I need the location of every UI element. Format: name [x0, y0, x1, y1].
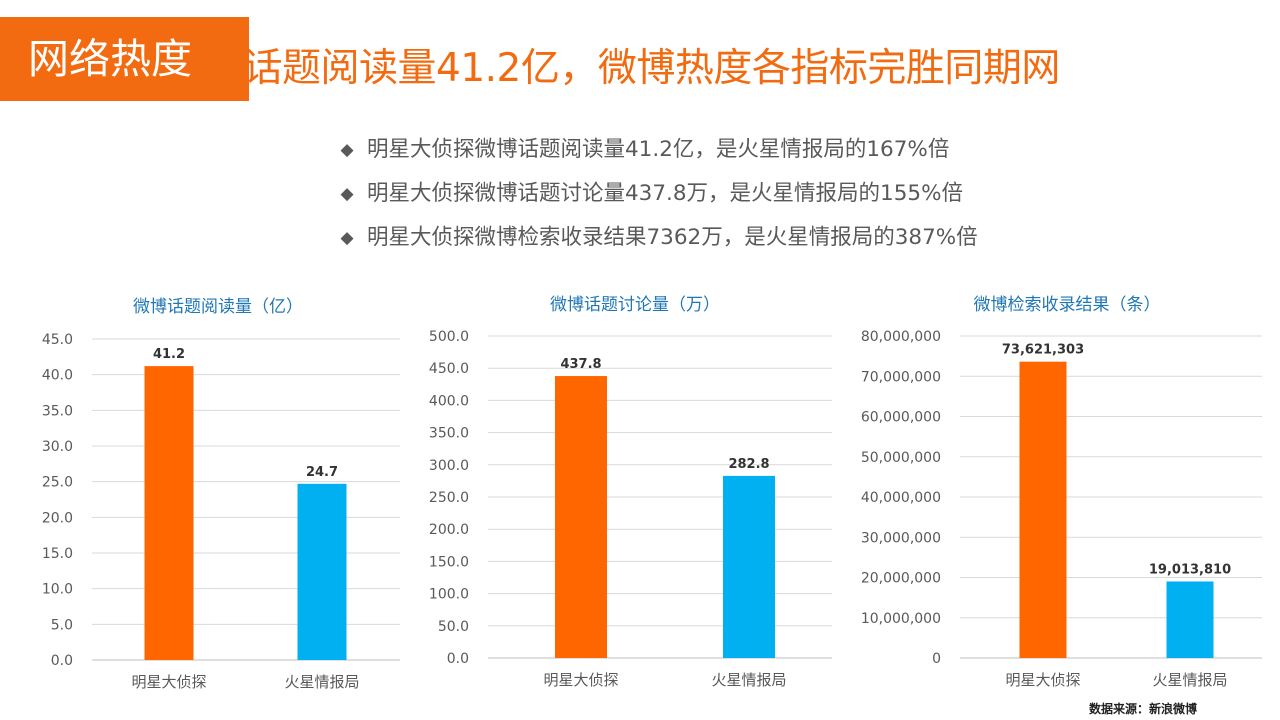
data-label: 282.8 — [728, 457, 769, 472]
y-tick-label: 20.0 — [42, 510, 73, 526]
bullet-item: ◆ 明星大侦探微博话题讨论量437.8万，是火星情报局的155%倍 — [337, 172, 978, 216]
bar — [1166, 581, 1214, 658]
bar — [555, 376, 607, 658]
y-tick-label: 0 — [932, 651, 941, 667]
data-label: 24.7 — [306, 465, 338, 480]
y-tick-label: 40.0 — [42, 368, 73, 384]
y-tick-label: 70,000,000 — [861, 369, 941, 385]
data-source-note: 数据来源：新浪微博 — [1089, 702, 1198, 716]
y-tick-label: 25.0 — [42, 475, 73, 491]
y-tick-label: 20,000,000 — [861, 571, 941, 587]
y-tick-label: 500.0 — [429, 329, 469, 345]
y-tick-label: 400.0 — [429, 393, 469, 409]
data-label: 41.2 — [153, 347, 185, 362]
diamond-icon: ◆ — [340, 184, 354, 204]
x-tick-label: 明星大侦探 — [543, 671, 618, 689]
chart-title: 微博话题阅读量（亿） — [133, 297, 303, 317]
x-tick-label: 火星情报局 — [284, 673, 359, 691]
y-tick-label: 30,000,000 — [861, 530, 941, 546]
data-label: 437.8 — [560, 357, 601, 372]
y-tick-label: 40,000,000 — [861, 490, 941, 506]
y-tick-label: 0.0 — [51, 653, 73, 669]
y-tick-label: 50,000,000 — [861, 450, 941, 466]
x-tick-label: 火星情报局 — [711, 671, 786, 689]
y-tick-label: 0.0 — [447, 651, 469, 667]
bullet-item: ◆ 明星大侦探微博检索收录结果7362万，是火星情报局的387%倍 — [337, 216, 978, 260]
bar — [1019, 361, 1067, 658]
bar — [723, 475, 775, 658]
y-tick-label: 15.0 — [42, 546, 73, 562]
y-tick-label: 80,000,000 — [861, 329, 941, 345]
page-title: 博话题阅读量41.2亿，微博热度各指标完胜同期网 — [205, 46, 1060, 91]
data-label: 19,013,810 — [1149, 562, 1231, 577]
bullet-text: 明星大侦探微博话题阅读量41.2亿，是火星情报局的167%倍 — [367, 137, 950, 162]
y-tick-label: 60,000,000 — [861, 410, 941, 426]
bullet-text: 明星大侦探微博话题讨论量437.8万，是火星情报局的155%倍 — [367, 181, 964, 206]
diamond-icon: ◆ — [340, 228, 354, 248]
y-tick-label: 35.0 — [42, 403, 73, 419]
x-tick-label: 火星情报局 — [1152, 671, 1227, 689]
y-tick-label: 5.0 — [51, 617, 73, 633]
x-tick-label: 明星大侦探 — [131, 673, 206, 691]
y-tick-label: 250.0 — [429, 490, 469, 506]
bullet-list: ◆ 明星大侦探微博话题阅读量41.2亿，是火星情报局的167%倍 ◆ 明星大侦探… — [337, 128, 978, 260]
bullet-text: 明星大侦探微博检索收录结果7362万，是火星情报局的387%倍 — [367, 225, 978, 250]
y-tick-label: 50.0 — [438, 619, 469, 635]
y-tick-label: 100.0 — [429, 587, 469, 603]
y-tick-label: 350.0 — [429, 426, 469, 442]
y-tick-label: 450.0 — [429, 361, 469, 377]
bar — [144, 366, 194, 660]
y-tick-label: 10.0 — [42, 582, 73, 598]
section-badge: 网络热度 — [0, 17, 249, 101]
chart-title: 微博检索收录结果（条） — [974, 295, 1161, 315]
y-tick-label: 200.0 — [429, 522, 469, 538]
x-tick-label: 明星大侦探 — [1005, 671, 1080, 689]
bullet-item: ◆ 明星大侦探微博话题阅读量41.2亿，是火星情报局的167%倍 — [337, 128, 978, 172]
chart-title: 微博话题讨论量（万） — [550, 295, 720, 315]
bar — [297, 483, 347, 660]
data-label: 73,621,303 — [1002, 343, 1084, 358]
diamond-icon: ◆ — [340, 140, 354, 160]
y-tick-label: 300.0 — [429, 458, 469, 474]
y-tick-label: 45.0 — [42, 332, 73, 348]
y-tick-label: 150.0 — [429, 554, 469, 570]
y-tick-label: 30.0 — [42, 439, 73, 455]
y-tick-label: 10,000,000 — [861, 611, 941, 627]
